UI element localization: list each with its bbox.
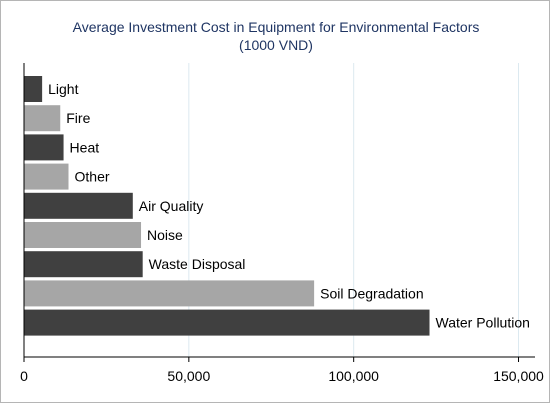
x-tick-label: 100,000 (328, 368, 379, 384)
bar-label: Water Pollution (436, 315, 530, 331)
bar (24, 134, 64, 161)
bar (24, 251, 143, 278)
bar (24, 222, 142, 248)
bar (24, 163, 69, 190)
bar (24, 280, 315, 307)
bar-label: Heat (70, 139, 100, 155)
chart-subtitle: (1000 VND) (239, 37, 313, 53)
bar-label: Waste Disposal (149, 256, 246, 272)
bar-label: Fire (66, 110, 90, 126)
bar (24, 192, 133, 219)
bar (24, 309, 430, 336)
x-tick-label: 50,000 (167, 368, 210, 384)
bar-label: Noise (147, 227, 183, 243)
x-tick-label: 0 (20, 368, 28, 384)
x-tick-label: 150,000 (493, 368, 544, 384)
bar-label: Air Quality (139, 198, 204, 214)
chart-title: Average Investment Cost in Equipment for… (72, 19, 480, 35)
bar-label: Other (75, 169, 110, 185)
bar (24, 76, 43, 102)
bar (24, 105, 61, 132)
bar-label: Light (48, 81, 78, 97)
bar-label: Soil Degradation (320, 285, 424, 301)
